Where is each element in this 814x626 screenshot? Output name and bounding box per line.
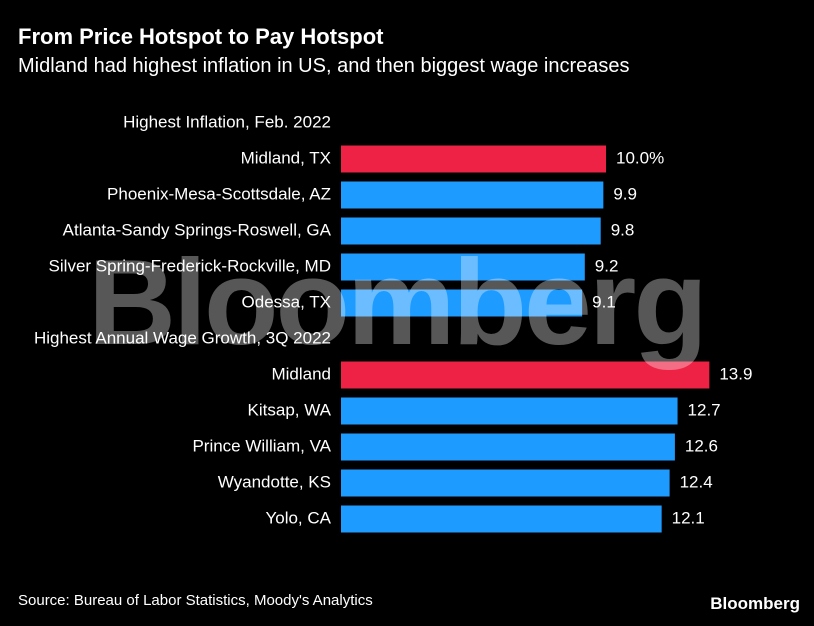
chart-subtitle: Midland had highest inflation in US, and… — [18, 55, 630, 77]
group-label: Highest Inflation, Feb. 2022 — [123, 112, 331, 131]
bar — [341, 253, 585, 281]
bar — [341, 505, 662, 533]
category-label: Yolo, CA — [265, 508, 331, 527]
bar — [341, 433, 675, 461]
data-label: 12.7 — [688, 400, 721, 419]
category-label: Wyandotte, KS — [218, 472, 331, 491]
bar — [341, 289, 583, 317]
category-label: Phoenix-Mesa-Scottsdale, AZ — [107, 184, 331, 203]
bar — [341, 469, 670, 497]
bar-chart: Highest Inflation, Feb. 2022 Midland, TX 1… — [34, 112, 752, 533]
bar — [341, 145, 606, 173]
data-label: 10.0% — [616, 148, 664, 167]
bar — [341, 217, 601, 245]
category-label: Midland, TX — [241, 148, 331, 167]
category-label: Prince William, VA — [192, 436, 331, 455]
data-label: 12.4 — [680, 472, 713, 491]
data-label: 12.1 — [672, 508, 705, 527]
bar — [341, 181, 604, 209]
bar — [341, 397, 678, 425]
group-label: Highest Annual Wage Growth, 3Q 2022 — [34, 328, 331, 347]
data-label: 9.2 — [595, 256, 619, 275]
source-note: Source: Bureau of Labor Statistics, Mood… — [18, 592, 373, 609]
data-label: 12.6 — [685, 436, 718, 455]
data-label: 9.9 — [613, 184, 637, 203]
bloomberg-logo: Bloomberg — [710, 594, 800, 613]
category-label: Silver Spring-Frederick-Rockville, MD — [49, 256, 331, 275]
bar — [341, 361, 710, 389]
category-label: Atlanta-Sandy Springs-Roswell, GA — [63, 220, 332, 239]
category-label: Midland — [271, 364, 331, 383]
category-label: Kitsap, WA — [248, 400, 332, 419]
data-label: 13.9 — [719, 364, 752, 383]
category-label: Odessa, TX — [242, 292, 331, 311]
data-label: 9.1 — [592, 292, 616, 311]
chart-title: From Price Hotspot to Pay Hotspot — [18, 24, 384, 49]
data-label: 9.8 — [611, 220, 635, 239]
